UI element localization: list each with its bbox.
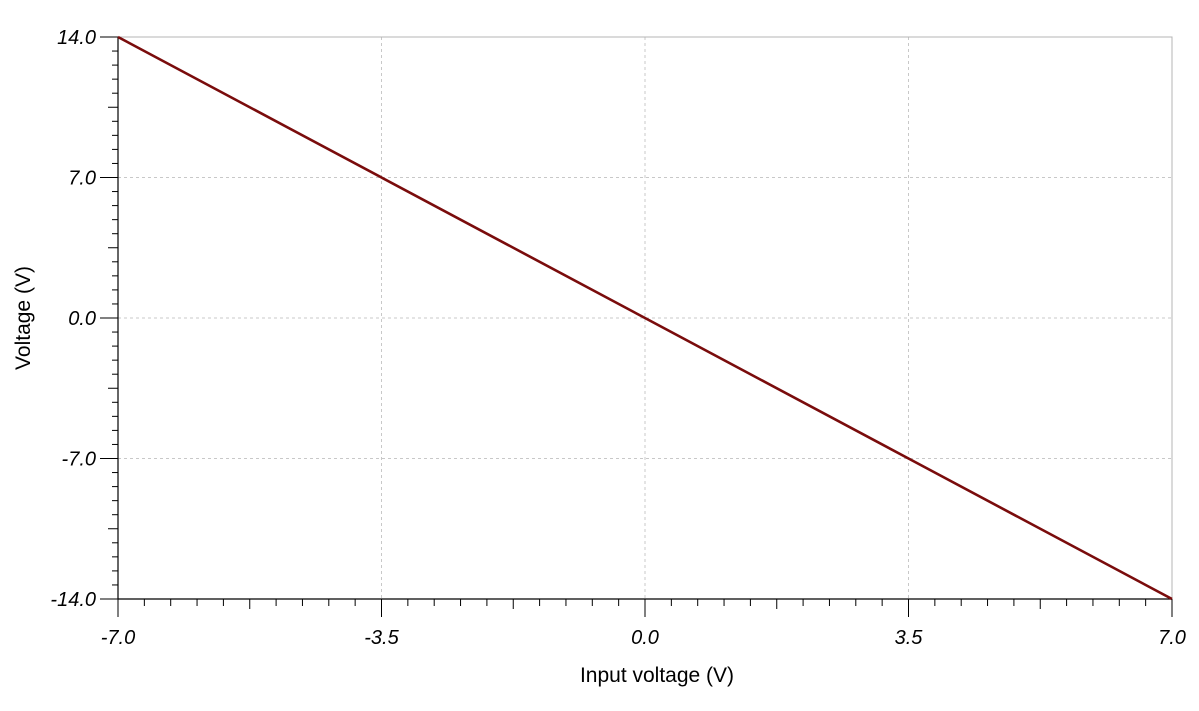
x-tick-label: -3.5	[364, 627, 399, 649]
x-tick-label: 7.0	[1158, 627, 1186, 649]
series-layer	[117, 35, 1173, 601]
series-line	[117, 35, 1173, 601]
x-tick-label: 3.5	[895, 627, 924, 649]
y-tick-label: 14.0	[57, 27, 96, 49]
y-axis-title: Voltage (V)	[12, 266, 35, 370]
y-tick-label: -7.0	[62, 449, 96, 471]
y-tick-label: 0.0	[68, 308, 96, 330]
x-axis-title: Input voltage (V)	[580, 664, 734, 687]
axes	[100, 36, 1173, 617]
x-tick-label: 0.0	[631, 627, 659, 649]
x-tick-label: -7.0	[101, 627, 135, 649]
y-tick-label: 7.0	[68, 168, 96, 190]
y-tick-label: -14.0	[50, 589, 96, 611]
tick-labels: -7.0 -3.5 0.0 3.5 7.014.07.00.0-7.0-14.0	[50, 27, 1186, 649]
